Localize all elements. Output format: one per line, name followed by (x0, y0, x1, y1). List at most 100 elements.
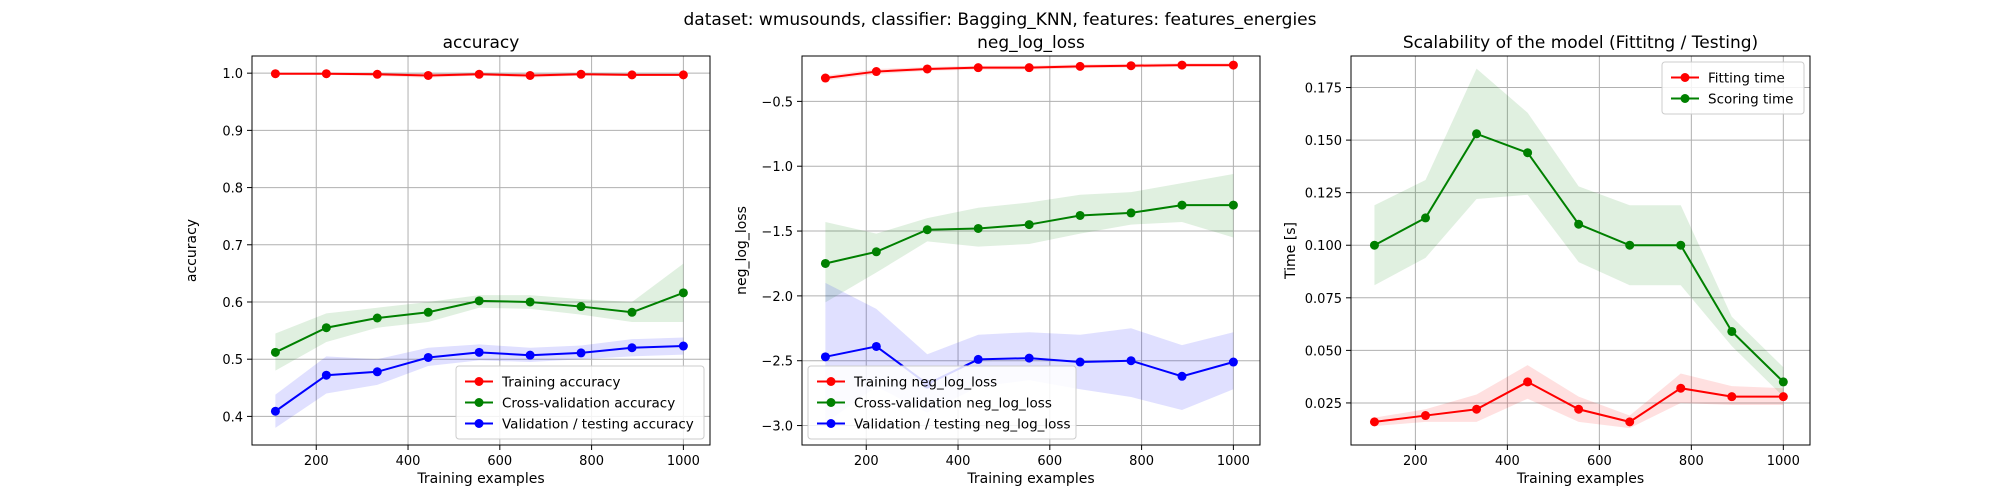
x-tick-label: 200 (1403, 454, 1428, 469)
y-axis-label: Time [s] (1283, 222, 1299, 280)
legend-marker (475, 398, 484, 407)
x-axis-label: Training examples (1516, 471, 1644, 487)
data-point (322, 371, 331, 380)
y-tick-label: −0.5 (761, 95, 793, 110)
data-point (526, 71, 535, 80)
chart-panel-1: 200 400 600 800 1000 0.4 0.5 0.6 0.7 0.8 0.9 1.0 acc… (184, 33, 710, 487)
data-point (1421, 213, 1430, 222)
data-point (1676, 384, 1685, 393)
data-point (1025, 63, 1034, 72)
data-point (475, 296, 484, 305)
y-tick-label: −1.5 (761, 225, 793, 240)
data-point (1076, 62, 1085, 71)
x-tick-label: 800 (579, 454, 604, 469)
data-point (627, 308, 636, 317)
data-point (1229, 201, 1238, 210)
data-point (373, 314, 382, 323)
data-point (1370, 417, 1379, 426)
legend: Fitting time Scoring time (1662, 62, 1804, 114)
figure-suptitle: dataset: wmusounds, classifier: Bagging_… (684, 10, 1317, 30)
x-tick-label: 400 (396, 454, 421, 469)
data-point (627, 70, 636, 79)
y-tick-label: 0.9 (222, 124, 243, 139)
data-point (424, 71, 433, 80)
data-point (1229, 61, 1238, 70)
data-point (577, 70, 586, 79)
data-point (373, 367, 382, 376)
confidence-band (1374, 69, 1783, 397)
y-tick-label: −2.0 (761, 290, 793, 305)
data-point (1025, 220, 1034, 229)
x-tick-label: 600 (1037, 454, 1062, 469)
data-point (974, 63, 983, 72)
legend: Training neg_log_lossCross-validation ne… (808, 366, 1076, 439)
data-point (1421, 411, 1430, 420)
legend-label: Validation / testing accuracy (502, 417, 694, 433)
data-point (526, 297, 535, 306)
data-point (1523, 377, 1532, 386)
data-point (679, 288, 688, 297)
data-point (577, 348, 586, 357)
chart-panels: 200 400 600 800 1000 0.4 0.5 0.6 0.7 0.8 0.9 1.0 acc… (184, 33, 1810, 487)
chart-panel-3: 200 400 600 800 1000 0.025 0.050 0.075 0.100 0.12… (1283, 33, 1810, 487)
data-point (872, 67, 881, 76)
data-point (1177, 372, 1186, 381)
data-point (1127, 356, 1136, 365)
data-point (475, 70, 484, 79)
data-point (1625, 417, 1634, 426)
data-point (923, 64, 932, 73)
y-tick-label: 1.0 (222, 67, 243, 82)
panel-title: Scalability of the model (Fittitng / Tes… (1403, 33, 1758, 53)
data-point (627, 343, 636, 352)
data-point (821, 352, 830, 361)
panel-title: neg_log_loss (977, 33, 1085, 53)
y-tick-label: −2.5 (761, 355, 793, 370)
data-point (974, 355, 983, 364)
legend-marker (827, 398, 836, 407)
data-point (424, 308, 433, 317)
confidence-band (825, 174, 1233, 302)
data-point (821, 259, 830, 268)
y-tick-label: 0.150 (1305, 134, 1342, 149)
y-tick-label: 0.050 (1305, 344, 1342, 359)
x-axis-label: Training examples (416, 471, 544, 487)
data-point (1574, 220, 1583, 229)
data-point (1177, 201, 1186, 210)
data-point (1523, 148, 1532, 157)
data-point (322, 69, 331, 78)
x-tick-label: 400 (946, 454, 971, 469)
data-point (1727, 392, 1736, 401)
y-tick-label: 0.6 (222, 296, 243, 311)
data-point (1076, 211, 1085, 220)
y-tick-label: 0.025 (1305, 397, 1342, 412)
y-tick-label: 0.100 (1305, 239, 1342, 254)
y-tick-label: −1.0 (761, 160, 793, 175)
data-point (1177, 61, 1186, 70)
data-point (1076, 358, 1085, 367)
y-tick-label: 0.4 (222, 410, 243, 425)
data-point (271, 407, 280, 416)
x-tick-label: 800 (1129, 454, 1154, 469)
legend-label: Fitting time (1708, 71, 1785, 87)
data-point (1472, 405, 1481, 414)
data-point (1779, 377, 1788, 386)
data-point (577, 302, 586, 311)
data-point (1574, 405, 1583, 414)
data-point (872, 247, 881, 256)
legend-marker (827, 419, 836, 428)
data-point (526, 351, 535, 360)
data-point (1676, 241, 1685, 250)
legend-label: Validation / testing neg_log_loss (854, 417, 1070, 433)
legend: Training accuracy Cross-validation accura… (456, 366, 704, 439)
data-point (679, 70, 688, 79)
data-point (679, 342, 688, 351)
x-tick-label: 200 (304, 454, 329, 469)
legend-marker (1681, 73, 1690, 82)
y-tick-label: 0.7 (222, 239, 243, 254)
data-point (1625, 241, 1634, 250)
data-point (271, 69, 280, 78)
y-tick-label: 0.5 (222, 353, 243, 368)
data-point (1779, 392, 1788, 401)
x-axis-label: Training examples (966, 471, 1094, 487)
legend-marker (827, 377, 836, 386)
